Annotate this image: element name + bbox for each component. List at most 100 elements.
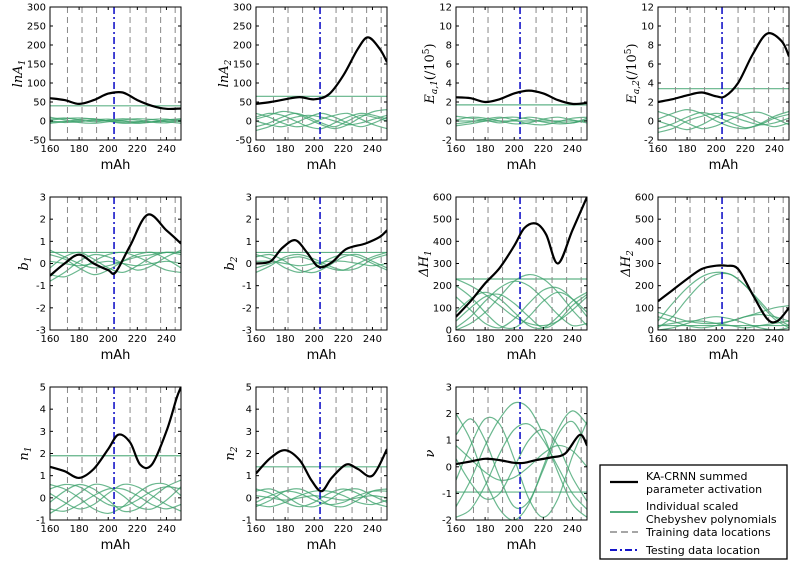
chebyshev-polynomial-6 [456, 444, 587, 481]
x-axis-label: mAh [307, 158, 337, 173]
y-axis-label: ΔH1 [417, 250, 434, 277]
summed-activation-line [658, 32, 789, 104]
chebyshev-polynomial-1 [658, 272, 789, 329]
x-tick-label: 160 [446, 524, 465, 535]
chebyshev-polynomial-5 [658, 320, 789, 329]
x-tick-label: 220 [534, 334, 553, 345]
y-tick-label: 0 [40, 117, 46, 128]
x-tick-label: 180 [678, 334, 697, 345]
y-tick-label: -2 [242, 303, 252, 314]
y-tick-label: 4 [246, 405, 252, 416]
chebyshev-polynomial-1 [456, 285, 587, 330]
summed-activation-line [456, 433, 587, 466]
y-tick-label: -2 [442, 136, 452, 147]
x-axis-label: mAh [101, 158, 131, 173]
y-tick-label: 300 [635, 259, 654, 270]
summed-activation-line [658, 264, 789, 324]
plot-area [456, 197, 587, 330]
chebyshev-polynomial-1 [50, 251, 181, 276]
y-tick-label: 400 [635, 237, 654, 248]
chebyshev-polynomial-0 [50, 249, 181, 282]
panel-Ea1: 160 180 200 220 240 mAh -2 0 2 4 6 8 10 12 Ea,1(/105) [422, 3, 588, 173]
x-axis-label: mAh [709, 348, 739, 363]
y-tick-label: 3 [40, 427, 46, 438]
chebyshev-polynomial-4 [456, 428, 587, 502]
chebyshev-polynomial-0 [256, 488, 387, 508]
summed-activation-line [256, 229, 387, 269]
chebyshev-polynomial-3 [456, 286, 587, 329]
x-tick-label: 200 [305, 524, 324, 535]
y-axis-label: ν [423, 449, 438, 457]
plot-area [256, 197, 387, 330]
y-tick-label: 2 [40, 215, 46, 226]
x-tick-label: 200 [707, 334, 726, 345]
y-tick-label: 200 [233, 41, 252, 52]
chebyshev-polynomial-2 [658, 305, 789, 325]
legend: KA-CRNN summed parameter activation Indivi… [599, 464, 788, 560]
chebyshev-polynomial-5 [50, 249, 181, 269]
chebyshev-polynomial-4 [456, 291, 587, 330]
y-tick-label: -2 [442, 516, 452, 527]
y-tick-label: 0 [648, 117, 654, 128]
x-tick-label: 240 [363, 524, 382, 535]
y-axis-label: n1 [17, 446, 34, 460]
chebyshev-polynomial-4 [50, 487, 181, 512]
chebyshev-polynomial-0 [456, 293, 587, 329]
x-tick-label: 240 [157, 524, 176, 535]
chebyshev-polynomial-4 [256, 488, 387, 508]
x-tick-label: 180 [70, 524, 89, 535]
panel-n2: 160 180 200 220 240 mAh -1 0 1 2 3 4 5 n2 [223, 383, 388, 553]
plot-area [256, 387, 387, 520]
x-tick-label: 240 [363, 144, 382, 155]
chebyshev-polynomial-3 [456, 418, 587, 510]
y-tick-label: 12 [641, 3, 654, 14]
x-tick-label: 160 [40, 334, 59, 345]
y-tick-label: 200 [635, 281, 654, 292]
plot-area [256, 7, 387, 140]
x-tick-label: 220 [534, 144, 553, 155]
y-tick-label: 3 [246, 427, 252, 438]
y-tick-label: -1 [242, 281, 252, 292]
x-tick-label: 220 [736, 144, 755, 155]
y-axis-label: lnA1 [11, 60, 28, 88]
chebyshev-polynomial-1 [256, 112, 387, 128]
x-tick-label: 200 [305, 334, 324, 345]
chebyshev-polynomial-2 [658, 110, 789, 130]
x-tick-label: 220 [128, 144, 147, 155]
y-tick-label: 200 [433, 281, 452, 292]
y-tick-label: 0 [40, 259, 46, 270]
y-tick-label: 150 [233, 60, 252, 71]
y-tick-label: 250 [233, 22, 252, 33]
x-axis-label: mAh [101, 348, 131, 363]
chebyshev-polynomial-6 [456, 273, 587, 330]
y-tick-label: 1 [246, 471, 252, 482]
y-tick-label: 0 [446, 117, 452, 128]
y-tick-label: 5 [40, 383, 46, 394]
x-tick-label: 200 [505, 334, 524, 345]
y-tick-label: 0 [648, 326, 654, 337]
y-tick-label: 100 [433, 303, 452, 314]
x-tick-label: 180 [476, 524, 495, 535]
y-axis-label: Ea,1(/105) [422, 43, 440, 104]
x-tick-label: 160 [246, 524, 265, 535]
panel-b2: 160 180 200 220 240 mAh -3 -2 -1 0 1 2 3 b2 [223, 193, 388, 363]
x-tick-label: 180 [276, 334, 295, 345]
x-tick-label: 160 [246, 334, 265, 345]
y-tick-label: 300 [233, 3, 252, 14]
chebyshev-polynomial-1 [256, 253, 387, 274]
x-tick-label: 220 [334, 144, 353, 155]
summed-activation-line [456, 197, 587, 318]
x-tick-label: 180 [70, 144, 89, 155]
chebyshev-polynomial-4 [658, 112, 789, 133]
x-tick-label: 180 [476, 334, 495, 345]
y-tick-label: 2 [40, 449, 46, 460]
plot-area [456, 387, 587, 520]
y-tick-label: 8 [446, 41, 452, 52]
y-tick-label: 4 [40, 405, 46, 416]
x-tick-label: 240 [157, 334, 176, 345]
chebyshev-polynomial-4 [456, 116, 587, 127]
x-tick-label: 180 [276, 144, 295, 155]
summed-activation-line [256, 448, 387, 493]
legend-label-training: Training data locations [645, 526, 771, 539]
